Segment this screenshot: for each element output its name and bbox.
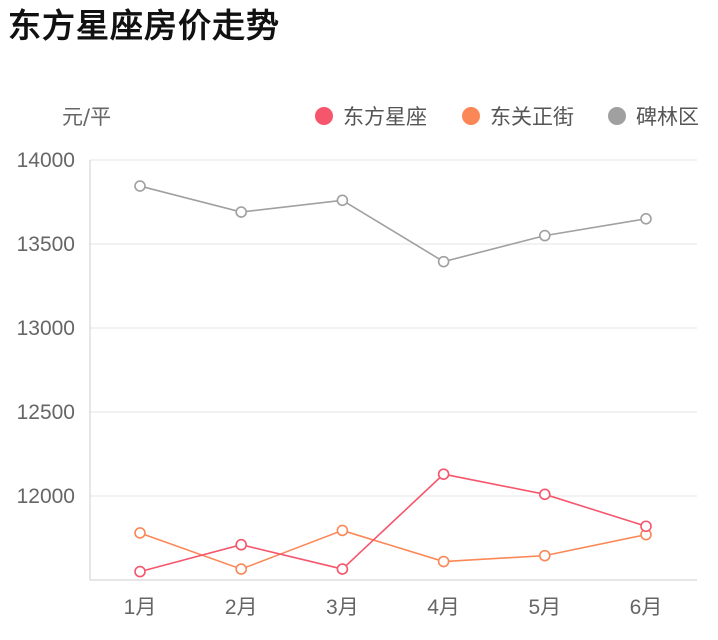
legend-label: 东方星座	[343, 105, 427, 129]
data-point[interactable]	[336, 563, 349, 575]
legend-marker	[608, 107, 626, 125]
y-axis-unit-label: 元/平	[62, 105, 111, 129]
series-1	[134, 524, 652, 575]
legend-item-1[interactable]: 东关正街	[462, 105, 574, 129]
x-tick-label: 6月	[630, 596, 663, 619]
series-line	[139, 473, 647, 573]
series-2	[134, 180, 652, 268]
data-point[interactable]	[235, 538, 247, 551]
y-tick-label: 14000	[17, 149, 75, 172]
data-point[interactable]	[538, 229, 551, 242]
x-tick-label: 5月	[528, 596, 561, 619]
y-tick-label: 13500	[17, 233, 75, 256]
data-point[interactable]	[640, 520, 652, 533]
x-tick-label: 4月	[427, 596, 460, 619]
data-point[interactable]	[437, 555, 450, 568]
data-point[interactable]	[336, 524, 349, 537]
y-axis-ticks: 12000 12500 13000 13500 14000	[17, 149, 75, 508]
x-tick-label: 3月	[326, 596, 359, 619]
data-point[interactable]	[134, 565, 146, 578]
series-line	[139, 185, 647, 263]
data-point[interactable]	[134, 180, 146, 192]
data-point[interactable]	[437, 255, 450, 268]
data-point[interactable]	[538, 549, 551, 562]
series-0	[134, 468, 652, 578]
legend: 东方星座 东关正街 碑林区	[315, 105, 699, 129]
x-tick-label: 2月	[225, 596, 258, 619]
legend-item-0[interactable]: 东方星座	[315, 105, 427, 129]
data-point[interactable]	[336, 194, 349, 207]
data-point[interactable]	[640, 213, 652, 225]
data-point[interactable]	[235, 206, 247, 218]
y-tick-label: 12000	[17, 485, 75, 508]
legend-item-2[interactable]: 碑林区	[608, 105, 699, 129]
data-point[interactable]	[437, 468, 450, 480]
axes	[89, 160, 697, 581]
legend-marker	[462, 107, 480, 125]
series-line	[139, 529, 647, 570]
grid-lines	[90, 159, 697, 497]
x-axis-ticks: 1月 2月 3月 4月 5月 6月	[124, 596, 663, 619]
legend-label: 碑林区	[636, 105, 699, 129]
x-tick-label: 1月	[124, 596, 157, 619]
y-tick-label: 13000	[17, 317, 75, 340]
legend-label: 东关正街	[490, 105, 574, 129]
legend-marker	[315, 107, 333, 125]
data-point[interactable]	[235, 563, 247, 575]
chart-title: 东方星座房价走势	[8, 6, 280, 45]
data-point[interactable]	[538, 488, 551, 501]
series-lines	[134, 180, 652, 578]
y-tick-label: 12500	[17, 401, 75, 424]
data-point[interactable]	[134, 527, 146, 539]
